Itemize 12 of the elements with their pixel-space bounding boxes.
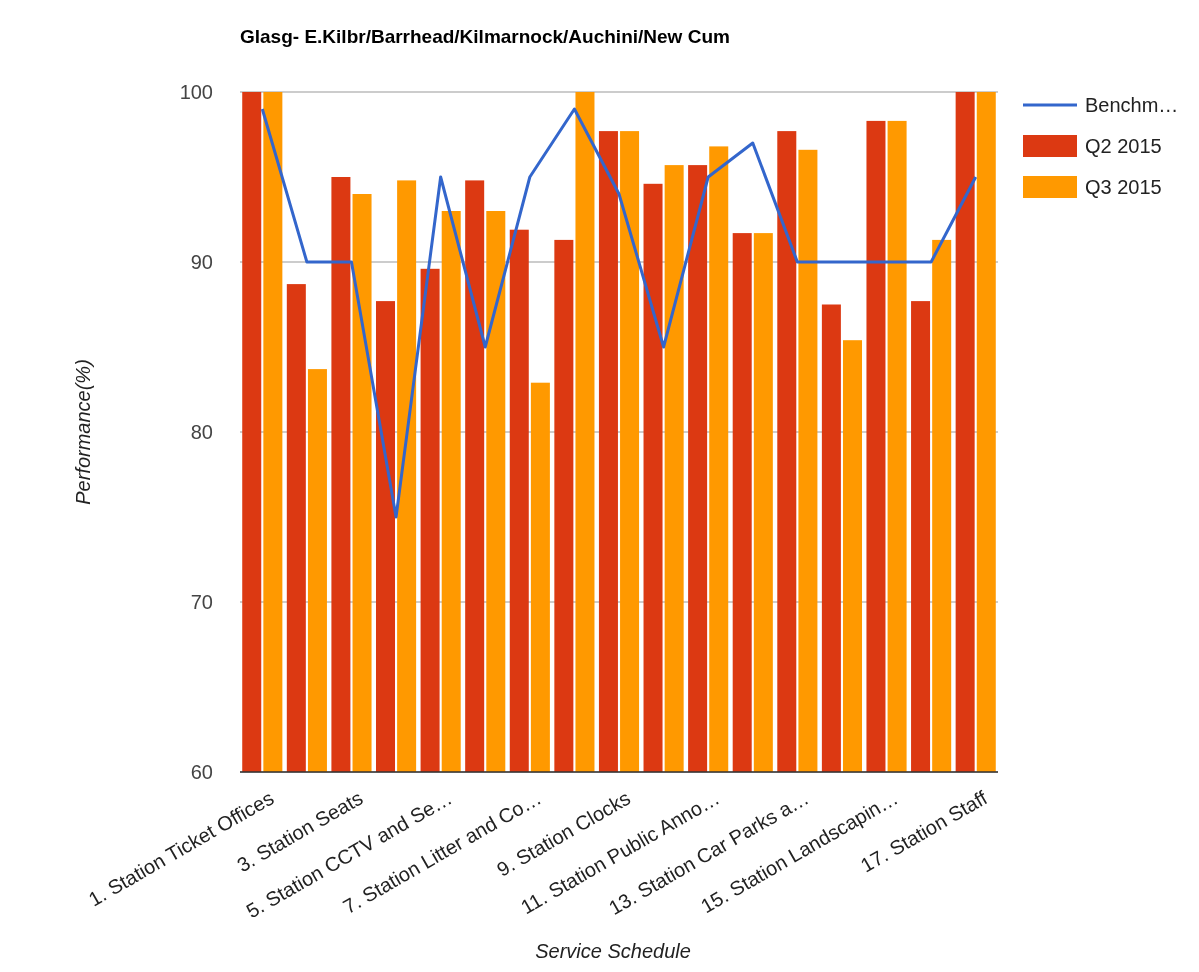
line-series: [260, 107, 978, 519]
legend-label: Q2 2015: [1085, 135, 1162, 157]
legend-label: Benchm…: [1085, 94, 1179, 116]
y-axis-title: Performance(%): [72, 359, 94, 505]
y-tick-label: 90: [190, 251, 213, 273]
legend-label: Q3 2015: [1085, 176, 1162, 198]
y-tick-label: 100: [179, 81, 213, 103]
y-tick-label: 70: [190, 591, 213, 613]
chart-title: Glasg- E.Kilbr/Barrhead/Kilmarnock/Auchini/New Cum: [240, 26, 730, 47]
x-axis-title: Service Schedule: [535, 940, 691, 962]
y-tick-label: 60: [190, 761, 213, 783]
y-tick-label: 80: [190, 421, 213, 443]
